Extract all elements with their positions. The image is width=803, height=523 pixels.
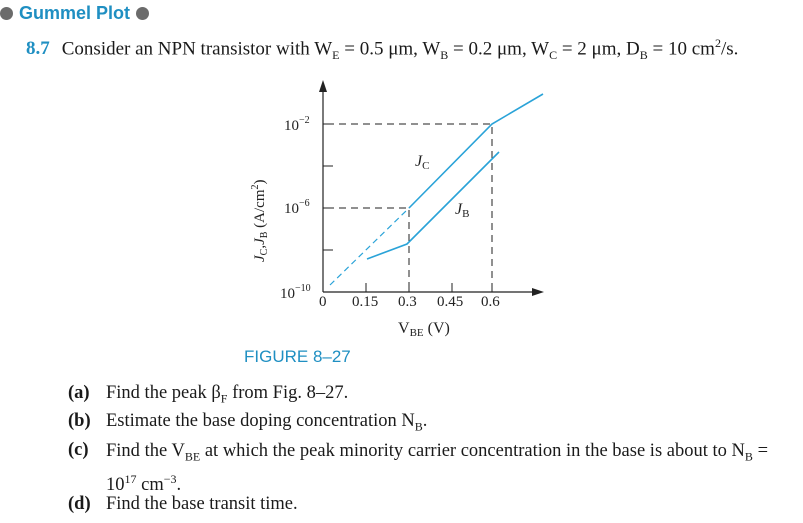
section-title: Gummel Plot	[19, 2, 131, 23]
question-label: (d)	[68, 494, 91, 514]
problem-text: = 10 cm	[647, 38, 715, 60]
question-d: (d) Find the base transit time.	[68, 494, 298, 515]
question-text: cm	[136, 474, 164, 495]
superscript: 17	[124, 471, 137, 486]
subscript: BE	[184, 449, 201, 464]
question-text: at which the peak minority carrier conce…	[200, 441, 745, 461]
bullet-dot-icon	[0, 6, 13, 20]
question-text: .	[176, 474, 182, 495]
problem-number: 8.7	[26, 38, 50, 60]
x-tick-label: 0.3	[398, 294, 417, 310]
jb-curve	[366, 151, 500, 260]
question-text: .	[422, 411, 428, 431]
question-a: (a) Find the peak βF from Fig. 8–27.	[68, 383, 348, 407]
question-b: (b) Estimate the base doping concentratio…	[68, 411, 427, 435]
subscript: B	[639, 48, 648, 63]
problem-text: /s.	[720, 38, 739, 60]
subscript: E	[332, 48, 340, 63]
figure-caption: FIGURE 8–27	[244, 347, 351, 366]
subscript: B	[744, 449, 753, 464]
subscript: C	[549, 48, 558, 63]
question-text: Estimate the base doping concentration N	[106, 411, 415, 431]
subscript: B	[440, 48, 449, 63]
x-axis-label: VBE (V)	[398, 320, 450, 339]
superscript: −3	[163, 471, 177, 486]
y-axis-label: JC,JB (A/cm2)	[250, 179, 270, 262]
problem-text: = 2 μm, D	[557, 38, 640, 60]
section-header: Gummel Plot	[0, 0, 150, 26]
subscript: B	[414, 419, 423, 434]
question-c: (c) Find the VBE at which the peak minor…	[68, 440, 768, 496]
problem-text: = 0.2 μm, W	[448, 38, 550, 60]
y-tick-label: 10−6	[284, 198, 310, 217]
problem-statement: 8.7 Consider an NPN transistor with WE = …	[26, 36, 738, 63]
question-label: (a)	[68, 383, 90, 403]
jb-curve-label: JB	[455, 201, 469, 220]
question-text: Find the peak β	[106, 383, 221, 403]
question-body: Find the VBE at which the peak minority …	[106, 440, 768, 496]
question-label: (c)	[68, 440, 89, 460]
question-text: from Fig. 8–27.	[227, 383, 349, 403]
x-axis-arrow-icon	[532, 288, 544, 296]
problem-text: = 0.5 μm, W	[339, 38, 441, 60]
bullet-dot-icon	[136, 6, 150, 20]
subscript: F	[220, 391, 228, 406]
x-tick-label: 0.15	[352, 294, 378, 310]
y-axis-arrow-icon	[319, 80, 327, 92]
y-tick-label: 10−10	[280, 283, 311, 302]
superscript: 2	[714, 36, 721, 50]
y-tick-label: 10−2	[284, 115, 310, 134]
question-label: (b)	[68, 411, 91, 431]
question-text: Find the V	[106, 441, 185, 461]
jc-curve	[408, 93, 544, 209]
question-text: Find the base transit time.	[106, 494, 298, 514]
x-tick-label: 0.6	[481, 294, 500, 310]
jc-curve-label: JC	[415, 153, 429, 172]
question-text: = 10	[106, 441, 769, 495]
x-tick-label: 0	[319, 294, 327, 310]
jc-dashed-extension	[329, 207, 410, 286]
x-tick-label: 0.45	[437, 294, 463, 310]
problem-text: Consider an NPN transistor with W	[61, 38, 333, 60]
